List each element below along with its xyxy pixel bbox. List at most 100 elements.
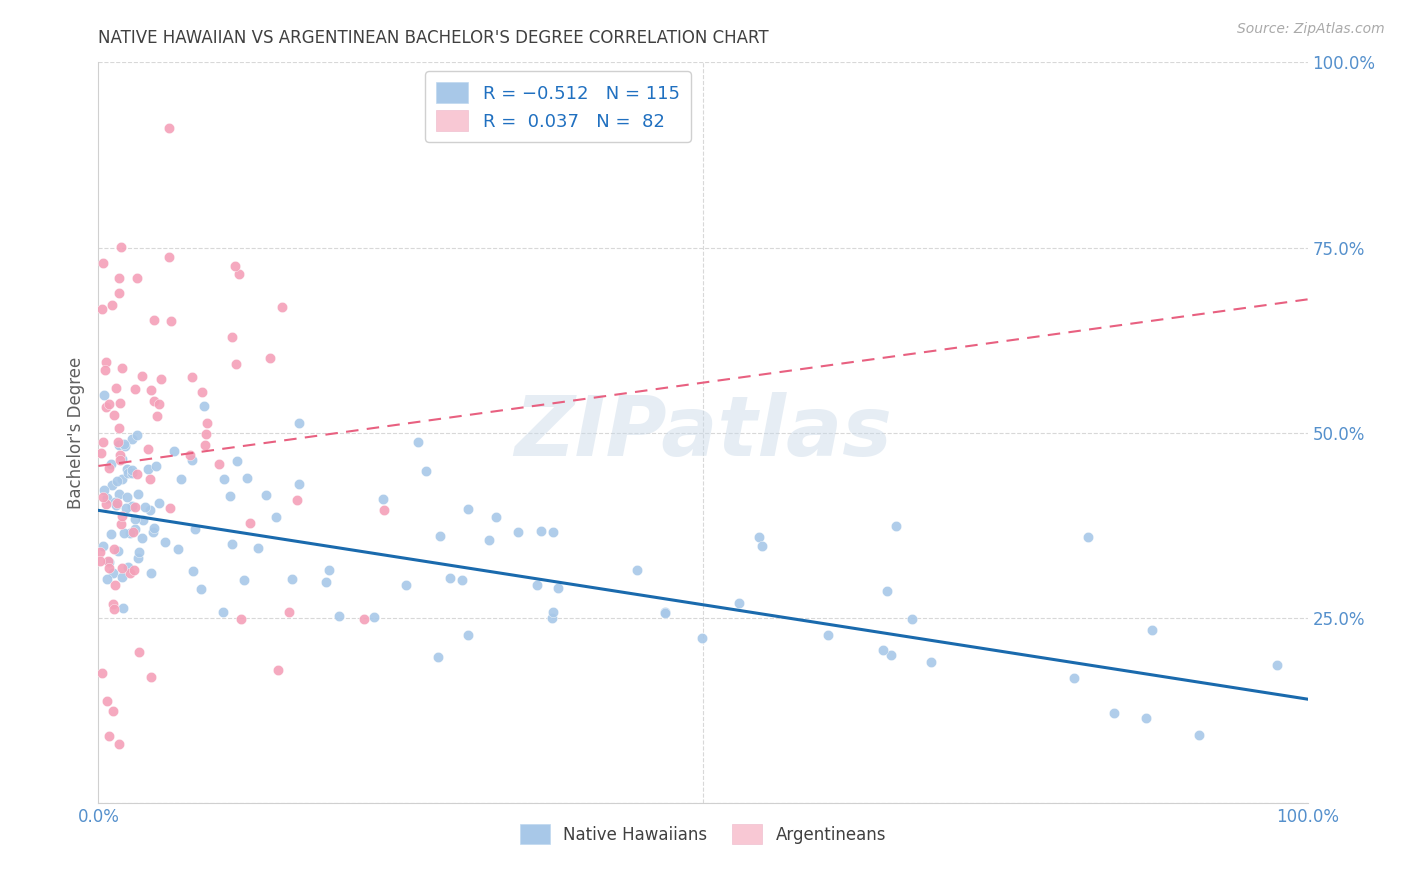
Point bbox=[112, 436, 135, 450]
Point bbox=[115, 462, 138, 476]
Point bbox=[100, 457, 122, 471]
Y-axis label: Bachelor's Degree: Bachelor's Degree bbox=[67, 357, 86, 508]
Point bbox=[91, 666, 114, 681]
Point bbox=[122, 524, 145, 539]
Point bbox=[139, 566, 162, 580]
Point bbox=[136, 442, 159, 456]
Point bbox=[1063, 671, 1085, 685]
Point bbox=[98, 461, 121, 475]
Point bbox=[179, 448, 201, 462]
Point bbox=[103, 542, 125, 557]
Point bbox=[920, 655, 942, 669]
Point bbox=[315, 575, 337, 590]
Point bbox=[125, 427, 148, 442]
Point bbox=[157, 250, 180, 264]
Point bbox=[328, 609, 350, 624]
Point bbox=[108, 453, 131, 467]
Point bbox=[451, 573, 474, 587]
Point bbox=[139, 383, 162, 397]
Point bbox=[142, 524, 165, 539]
Point bbox=[181, 564, 204, 578]
Point bbox=[128, 645, 150, 659]
Point bbox=[105, 496, 128, 510]
Point bbox=[221, 329, 243, 343]
Point bbox=[91, 434, 114, 449]
Point bbox=[748, 530, 770, 544]
Point bbox=[115, 501, 138, 516]
Point bbox=[225, 357, 247, 371]
Point bbox=[127, 487, 149, 501]
Point bbox=[127, 270, 149, 285]
Point bbox=[148, 495, 170, 509]
Point bbox=[108, 448, 131, 462]
Point bbox=[373, 503, 395, 517]
Point bbox=[872, 643, 894, 657]
Point bbox=[103, 408, 125, 422]
Point bbox=[121, 466, 143, 480]
Point bbox=[93, 483, 115, 497]
Point bbox=[108, 286, 131, 301]
Point bbox=[363, 609, 385, 624]
Point bbox=[107, 271, 129, 285]
Point bbox=[236, 471, 259, 485]
Point bbox=[190, 384, 212, 399]
Point bbox=[107, 434, 129, 449]
Point bbox=[101, 566, 124, 581]
Point bbox=[221, 537, 243, 551]
Point bbox=[101, 598, 124, 612]
Point bbox=[91, 301, 114, 316]
Point bbox=[288, 477, 311, 491]
Point bbox=[654, 606, 676, 620]
Point bbox=[112, 601, 135, 615]
Point bbox=[139, 503, 162, 517]
Point bbox=[98, 729, 121, 743]
Point bbox=[111, 508, 134, 523]
Point bbox=[226, 454, 249, 468]
Point bbox=[626, 563, 648, 577]
Point bbox=[97, 553, 120, 567]
Point bbox=[117, 559, 139, 574]
Point bbox=[136, 462, 159, 476]
Point bbox=[415, 464, 437, 478]
Point bbox=[101, 478, 124, 492]
Point bbox=[271, 300, 294, 314]
Point bbox=[547, 582, 569, 596]
Point bbox=[112, 525, 135, 540]
Point bbox=[254, 488, 277, 502]
Point bbox=[1135, 711, 1157, 725]
Point bbox=[160, 314, 183, 328]
Point bbox=[208, 457, 231, 471]
Point bbox=[212, 472, 235, 486]
Point bbox=[128, 545, 150, 559]
Point bbox=[901, 612, 924, 626]
Point bbox=[654, 605, 676, 619]
Point bbox=[104, 494, 127, 508]
Point bbox=[134, 500, 156, 514]
Point bbox=[98, 555, 121, 569]
Point bbox=[145, 459, 167, 474]
Point bbox=[143, 521, 166, 535]
Point bbox=[150, 372, 173, 386]
Point bbox=[105, 381, 128, 395]
Point bbox=[124, 382, 146, 396]
Text: ZIPatlas: ZIPatlas bbox=[515, 392, 891, 473]
Point bbox=[692, 632, 714, 646]
Point bbox=[1102, 706, 1125, 721]
Point bbox=[111, 452, 134, 467]
Point bbox=[751, 539, 773, 553]
Point bbox=[121, 463, 143, 477]
Point bbox=[117, 467, 139, 481]
Point bbox=[224, 259, 246, 273]
Point bbox=[264, 509, 287, 524]
Point bbox=[127, 550, 149, 565]
Point bbox=[107, 737, 129, 751]
Point bbox=[111, 561, 134, 575]
Text: Source: ZipAtlas.com: Source: ZipAtlas.com bbox=[1237, 22, 1385, 37]
Point bbox=[478, 533, 501, 548]
Point bbox=[285, 493, 308, 508]
Point bbox=[190, 582, 212, 597]
Point bbox=[1188, 728, 1211, 742]
Point bbox=[131, 531, 153, 545]
Point bbox=[121, 499, 143, 513]
Point bbox=[541, 605, 564, 619]
